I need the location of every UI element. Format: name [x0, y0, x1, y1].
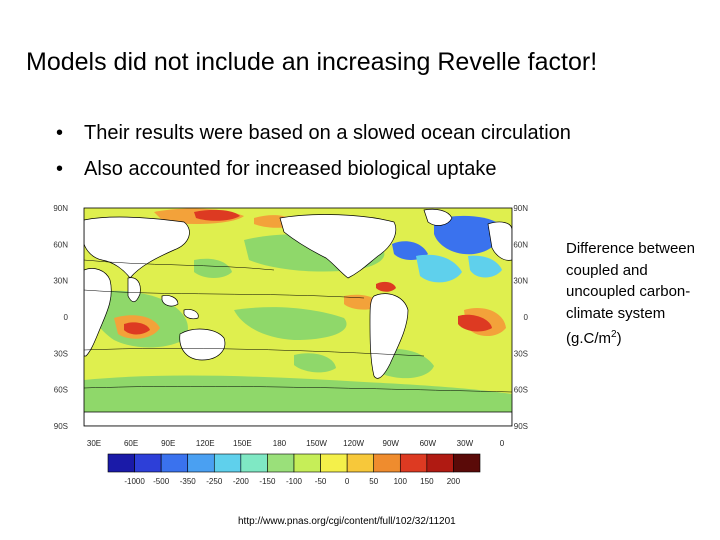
slide-title: Models did not include an increasing Rev… [26, 48, 598, 76]
longitude-label: 120E [196, 439, 215, 448]
colorbar-tick-label: 100 [394, 477, 408, 486]
latitude-label: 60S [54, 386, 68, 395]
latitude-label: 90N [53, 204, 68, 213]
map-frame [83, 207, 513, 427]
land-masses [84, 208, 512, 426]
latitude-label: 60S [514, 386, 528, 395]
colorbar-tick-label: 150 [420, 477, 434, 486]
latitude-label: 30S [54, 349, 68, 358]
latitude-label: 30S [514, 349, 528, 358]
latitude-label: 30N [513, 277, 528, 286]
colorbar-tick-labels: -1000 -500 -350 -250 -200 -150 -100 -50 0 50 100 15… [124, 477, 460, 486]
colorbar-swatch [426, 453, 454, 473]
colorbar-swatch [320, 453, 348, 473]
latitude-label: 0 [64, 313, 69, 322]
colorbar-swatch [399, 453, 428, 473]
longitude-label: 120W [343, 439, 364, 448]
colorbar-tick-label: -350 [180, 477, 197, 486]
colorbar-tick-label: 200 [447, 477, 461, 486]
colorbar-tick-label: 0 [345, 477, 350, 486]
latitude-label: 90N [513, 204, 528, 213]
colorbar-tick-label: -100 [286, 477, 303, 486]
latitude-label: 90S [514, 422, 528, 431]
latitude-label: 30N [53, 277, 68, 286]
longitude-label: 150E [233, 439, 252, 448]
blue-regions [392, 215, 502, 260]
longitude-labels: 30E 60E 90E 120E 150E 180 150W 120W 90W 60W 30W 0 [87, 439, 505, 448]
longitude-label: 60E [124, 439, 138, 448]
colorbar-tick-label: 50 [369, 477, 378, 486]
colorbar-swatch [187, 453, 215, 473]
red-regions [124, 209, 492, 335]
longitude-label: 30E [87, 439, 101, 448]
colorbar-swatch [134, 453, 162, 473]
latitude-labels-right: 90N 60N 30N 0 30S 60S 90S [513, 204, 528, 431]
longitude-label: 90W [383, 439, 400, 448]
longitude-label: 90E [161, 439, 175, 448]
bullet-list: Their results were based on a slowed oce… [56, 118, 571, 190]
figure-caption: Difference between coupled and uncoupled… [566, 238, 716, 350]
colorbar-swatch [346, 453, 375, 473]
longitude-label: 150W [306, 439, 327, 448]
bullet-item: Their results were based on a slowed oce… [56, 118, 571, 154]
colorbar-swatch [160, 453, 189, 473]
caption-superscript: 2 [611, 329, 617, 340]
colorbar-tick-label: -500 [153, 477, 170, 486]
longitude-label: 30W [457, 439, 474, 448]
colorbar-swatch [213, 453, 242, 473]
longitude-label: 0 [500, 439, 505, 448]
colorbar-tick-label: -1000 [124, 477, 145, 486]
bullet-item: Also accounted for increased biological … [56, 154, 571, 190]
ocean-map-figure: 90N 60N 30N 0 30S 60S 90S 90N 60N 30N 0 30S 60S 90S … [44, 200, 556, 500]
source-url: http://www.pnas.org/cgi/content/full/102… [238, 516, 456, 527]
latitude-label: 60N [53, 240, 68, 249]
contour-lines [84, 259, 512, 393]
colorbar-tick-label: -150 [259, 477, 276, 486]
caption-closing: ) [616, 330, 622, 347]
colorbar-swatch [373, 453, 401, 473]
cyan-regions [416, 254, 502, 283]
colorbar-swatch [267, 453, 295, 473]
caption-text: Difference between coupled and uncoupled… [566, 240, 695, 347]
colorbar-tick-label: -250 [206, 477, 223, 486]
colorbar-swatch [107, 453, 135, 473]
latitude-labels-left: 90N 60N 30N 0 30S 60S 90S [53, 204, 68, 431]
latitude-label: 60N [513, 240, 528, 249]
latitude-label: 0 [524, 313, 529, 322]
latitude-label: 90S [54, 422, 68, 431]
longitude-label: 60W [420, 439, 437, 448]
colorbar-swatch [240, 453, 268, 473]
colorbar-tick-label: -50 [315, 477, 327, 486]
colorbar-swatch [453, 453, 481, 473]
colorbar-tick-label: -200 [233, 477, 250, 486]
colorbar [107, 453, 481, 473]
colorbar-swatch [293, 453, 321, 473]
longitude-label: 180 [273, 439, 287, 448]
